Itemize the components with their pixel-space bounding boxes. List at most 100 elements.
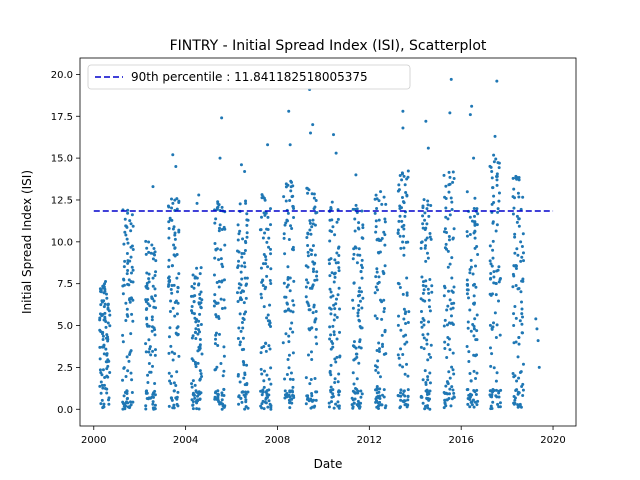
- data-point: [469, 329, 473, 333]
- data-point: [177, 354, 181, 358]
- data-point: [377, 218, 381, 222]
- data-point: [190, 336, 194, 340]
- data-point: [443, 401, 447, 405]
- data-point: [354, 173, 358, 177]
- data-point: [131, 298, 135, 302]
- data-point: [216, 201, 220, 205]
- data-point: [308, 286, 312, 290]
- data-point: [148, 345, 152, 349]
- data-point: [496, 210, 500, 214]
- data-point: [244, 241, 248, 245]
- data-point: [336, 261, 340, 265]
- data-point: [444, 196, 448, 200]
- data-point: [442, 406, 446, 410]
- data-point: [168, 309, 172, 313]
- data-point: [472, 369, 476, 373]
- data-point: [311, 123, 315, 127]
- data-point: [520, 245, 524, 249]
- data-point: [147, 272, 151, 276]
- data-point: [356, 294, 360, 298]
- data-point: [130, 312, 134, 316]
- data-point: [98, 384, 102, 388]
- data-point: [287, 366, 291, 370]
- data-point: [292, 216, 296, 220]
- data-point: [236, 374, 240, 378]
- data-point: [289, 309, 293, 313]
- data-point: [192, 300, 196, 304]
- data-point: [329, 373, 333, 377]
- data-point: [358, 406, 362, 410]
- data-point: [468, 232, 472, 236]
- data-point: [356, 314, 360, 318]
- data-point: [304, 295, 308, 299]
- data-point: [472, 231, 476, 235]
- data-point: [383, 217, 387, 221]
- data-point: [470, 403, 474, 407]
- data-point: [536, 339, 540, 343]
- data-point: [490, 202, 494, 206]
- data-point: [352, 401, 356, 405]
- data-point: [333, 275, 337, 279]
- data-point: [336, 246, 340, 250]
- data-point: [310, 392, 314, 396]
- data-point: [126, 268, 130, 272]
- data-point: [152, 247, 156, 251]
- data-point: [308, 228, 312, 232]
- data-point: [446, 381, 450, 385]
- data-point: [123, 259, 127, 263]
- data-point: [336, 293, 340, 297]
- data-point: [173, 246, 177, 250]
- data-point: [285, 301, 289, 305]
- data-point: [492, 275, 496, 279]
- data-point: [286, 283, 290, 287]
- data-point: [332, 280, 336, 284]
- data-point: [241, 326, 245, 330]
- data-point: [495, 371, 499, 375]
- data-point: [422, 336, 426, 340]
- data-point: [199, 305, 203, 309]
- data-point: [261, 390, 265, 394]
- data-point: [260, 296, 264, 300]
- data-point: [328, 337, 332, 341]
- data-point: [420, 325, 424, 329]
- data-point: [469, 258, 473, 262]
- data-point: [153, 389, 157, 393]
- data-point: [176, 404, 180, 408]
- data-point: [515, 214, 519, 218]
- data-point: [169, 288, 173, 292]
- data-point: [402, 246, 406, 250]
- data-point: [488, 259, 492, 263]
- data-point: [314, 335, 318, 339]
- data-point: [129, 229, 133, 233]
- y-tick-label: 15.0: [51, 154, 73, 165]
- data-point: [264, 258, 268, 262]
- data-point: [425, 236, 429, 240]
- data-point: [220, 306, 224, 310]
- data-point: [467, 360, 471, 364]
- data-point: [242, 301, 246, 305]
- data-point: [419, 297, 423, 301]
- data-point: [262, 211, 266, 215]
- data-point: [130, 391, 134, 395]
- data-point: [223, 227, 227, 231]
- data-point: [286, 265, 290, 269]
- data-point: [312, 267, 315, 271]
- data-point: [354, 203, 358, 207]
- data-point: [473, 196, 477, 200]
- data-point: [108, 313, 112, 317]
- data-point: [214, 217, 218, 221]
- data-point: [513, 235, 517, 239]
- data-point: [419, 246, 423, 250]
- data-point: [100, 383, 104, 387]
- data-point: [167, 265, 171, 269]
- data-point: [468, 271, 472, 275]
- data-point: [423, 407, 427, 411]
- data-point: [144, 342, 148, 346]
- data-point: [451, 323, 455, 327]
- data-point: [122, 404, 126, 408]
- data-point: [495, 269, 499, 273]
- data-point: [520, 307, 524, 311]
- data-point: [493, 134, 497, 138]
- data-point: [382, 195, 386, 199]
- data-point: [106, 339, 110, 343]
